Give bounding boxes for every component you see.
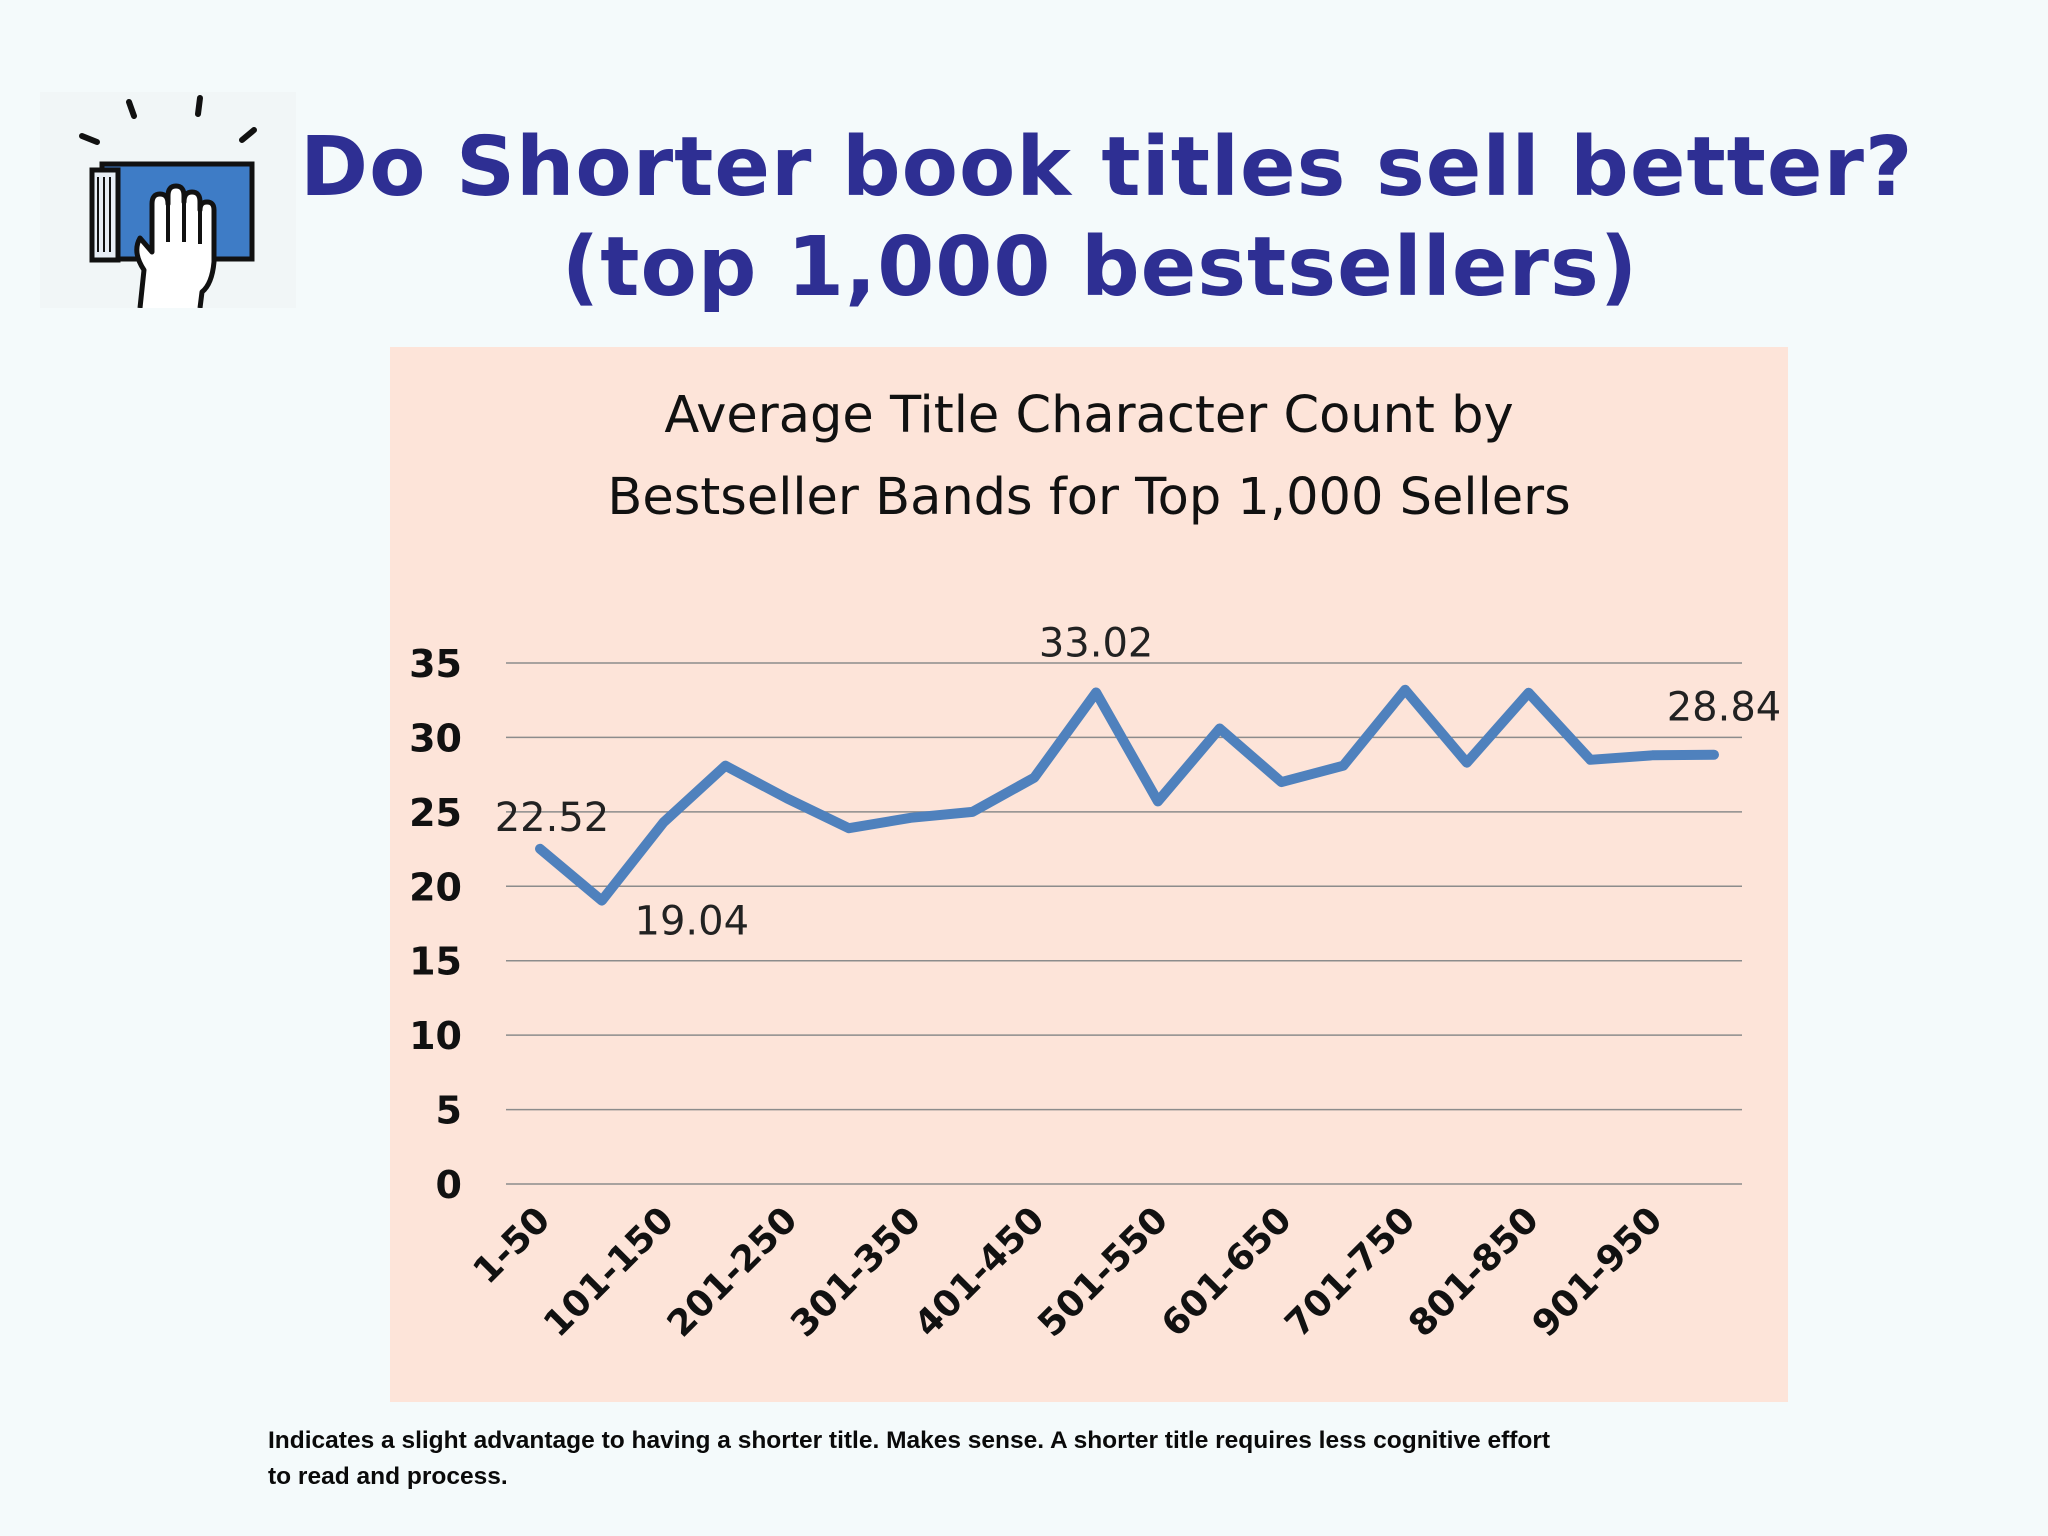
data-point	[723, 763, 728, 768]
data-point	[970, 809, 975, 814]
data-point	[1588, 757, 1593, 762]
x-tick-label: 601-650	[1154, 1199, 1300, 1345]
data-point	[1650, 753, 1655, 758]
data-point	[1094, 690, 1099, 695]
hand-on-book-icon	[79, 95, 257, 309]
x-tick-label: 201-250	[660, 1199, 806, 1345]
data-point	[908, 815, 913, 820]
chart-panel: Average Title Character Count by Bestsel…	[390, 347, 1788, 1402]
data-label: 22.52	[495, 795, 610, 841]
data-point	[1712, 752, 1716, 757]
data-label: 19.04	[635, 899, 750, 945]
x-tick-label: 801-850	[1401, 1199, 1547, 1345]
y-tick-label: 30	[409, 716, 462, 760]
slide-title-line-1: Do Shorter book titles sell better?	[300, 120, 1914, 215]
x-tick-label: 501-550	[1030, 1199, 1176, 1345]
slide-title-line-2: (top 1,000 bestsellers)	[561, 220, 1639, 315]
logo	[40, 92, 296, 309]
data-point	[1464, 760, 1469, 765]
data-point	[1217, 726, 1222, 731]
x-tick-label: 301-350	[783, 1199, 929, 1345]
footer-note: Indicates a slight advantage to having a…	[268, 1423, 1888, 1495]
data-point	[599, 898, 604, 903]
x-tick-label: 1-50	[466, 1199, 559, 1292]
data-point	[846, 826, 851, 831]
y-tick-label: 10	[409, 1014, 462, 1058]
footer-line-2: to read and process.	[268, 1463, 508, 1490]
x-tick-label: 701-750	[1278, 1199, 1424, 1345]
data-point	[1279, 780, 1284, 785]
line-chart: 0 5 10 15 20 25 30 35 1-50101-150201-250301-3504…	[409, 620, 1782, 1345]
data-label: 28.84	[1667, 685, 1782, 731]
x-tick-label: 401-450	[907, 1199, 1053, 1345]
data-point	[1403, 687, 1408, 692]
x-tick-label: 901-950	[1525, 1199, 1671, 1345]
x-tick-label: 101-150	[536, 1199, 682, 1345]
data-point	[538, 846, 542, 851]
chart-title-line-1: Average Title Character Count by	[664, 386, 1514, 445]
data-point	[1341, 763, 1346, 768]
slide-title: Do Shorter book titles sell better? (top…	[300, 118, 1914, 318]
series-line	[535, 684, 1719, 906]
y-tick-label: 5	[436, 1089, 462, 1133]
data-point	[1526, 690, 1531, 695]
y-tick-label: 25	[409, 791, 462, 835]
data-label: 33.02	[1039, 620, 1154, 666]
data-point	[1155, 799, 1160, 804]
y-tick-label: 35	[409, 642, 462, 686]
data-point	[1032, 775, 1037, 780]
y-tick-label: 0	[436, 1163, 462, 1207]
data-point	[661, 820, 666, 825]
y-tick-label: 20	[409, 865, 462, 909]
data-point	[785, 796, 790, 801]
chart-title: Average Title Character Count by Bestsel…	[390, 375, 1788, 539]
footer-line-1: Indicates a slight advantage to having a…	[268, 1427, 1551, 1454]
chart-title-line-2: Bestseller Bands for Top 1,000 Sellers	[607, 468, 1571, 527]
y-tick-label: 15	[409, 940, 462, 984]
